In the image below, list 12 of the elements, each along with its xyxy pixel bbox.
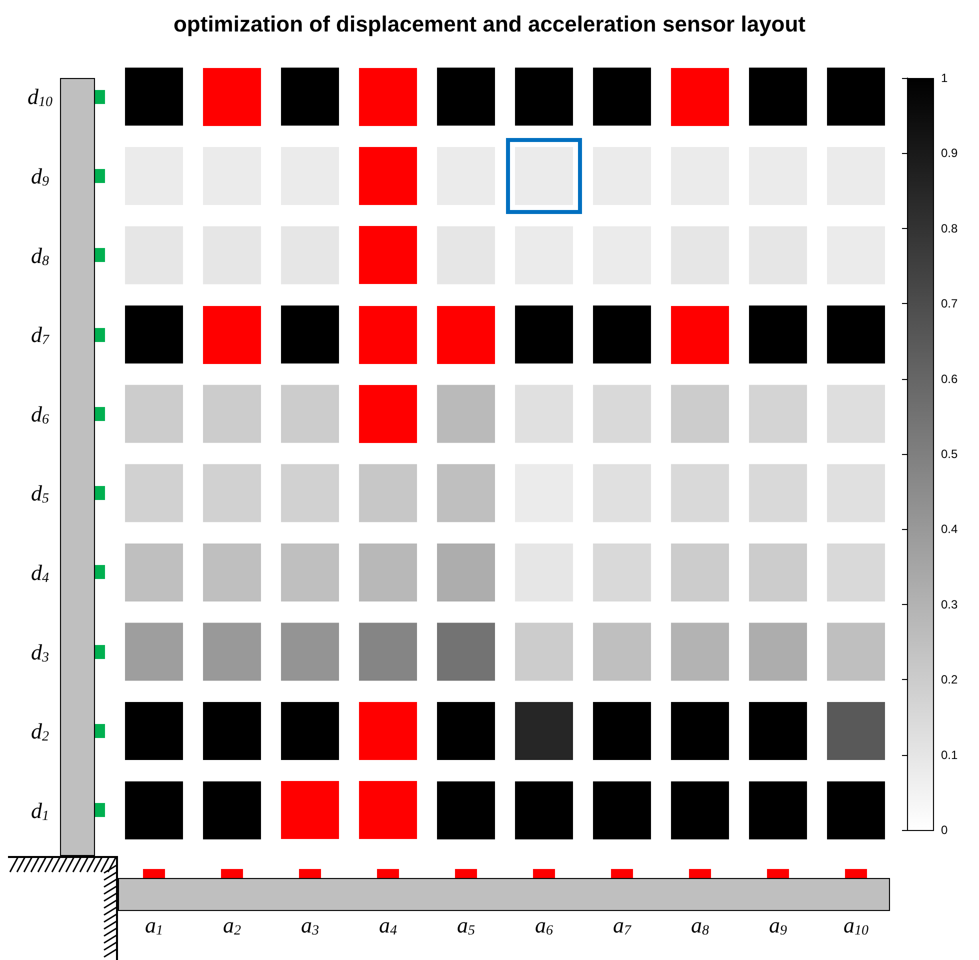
color-bar-label: 0.3 [941, 597, 958, 612]
color-bar-label: 0.5 [941, 447, 958, 461]
chart-title: optimization of displacement and acceleration sensor layout [173, 12, 806, 36]
color-bar-label: 0.7 [941, 296, 958, 311]
color-bar-label: 0.9 [941, 146, 958, 160]
color-bar-label: 0 [941, 823, 948, 837]
color-bar-label: 1 [941, 71, 948, 85]
color-bar-label: 0.2 [941, 672, 958, 687]
color-bar-label: 0.4 [941, 522, 958, 536]
color-bar-label: 0.1 [941, 748, 958, 762]
color-bar-label: 0.8 [941, 221, 958, 236]
color-bar-label: 0.6 [941, 372, 958, 386]
